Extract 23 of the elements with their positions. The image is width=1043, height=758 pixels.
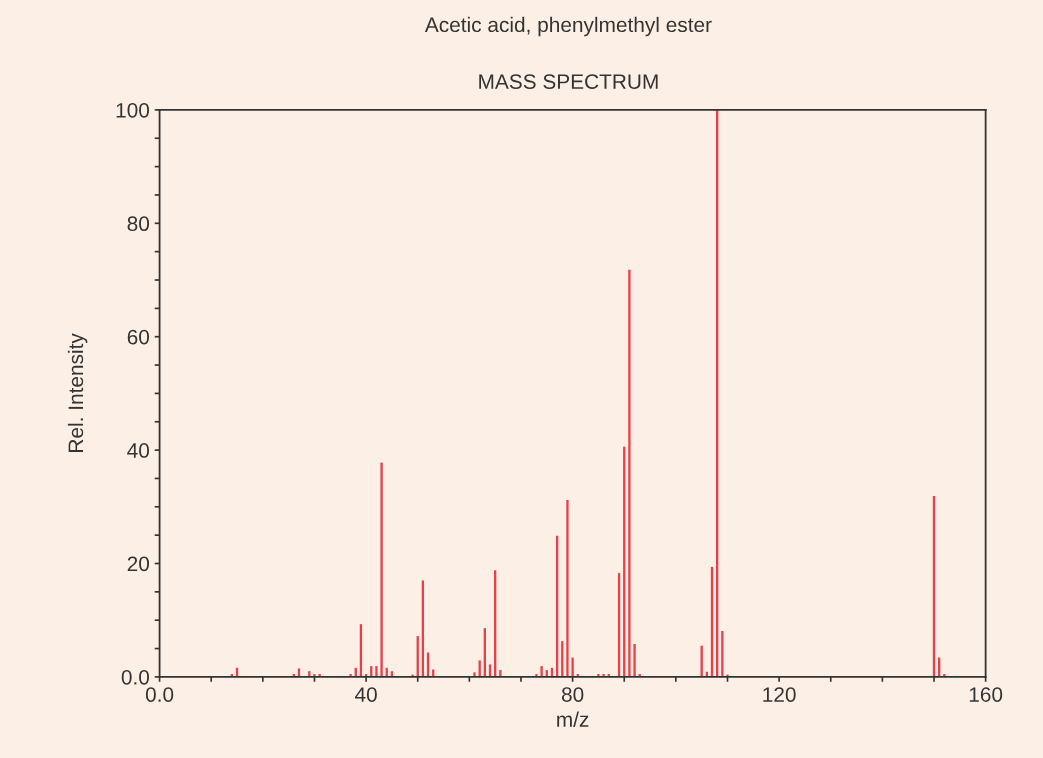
bar	[473, 672, 476, 677]
bar	[571, 657, 574, 677]
x-tick-label: 80	[561, 687, 584, 702]
y-axis-title: Rel. Intensity	[67, 333, 88, 452]
chart-title: Acetic acid, phenylmethyl ester	[424, 16, 712, 37]
x-tick-label: 120	[763, 687, 796, 702]
bar	[628, 269, 631, 677]
bar	[540, 666, 543, 677]
y-tick-label: 60	[127, 329, 150, 345]
y-tick-label: 80	[127, 216, 150, 232]
y-tick-label: 100	[116, 102, 150, 118]
x-tick-label: 40	[354, 687, 377, 702]
x-axis-title: m/z	[557, 711, 589, 727]
y-tick-label: 40	[127, 443, 150, 458]
chart-subtitle: MASS SPECTRUM	[479, 74, 658, 89]
y-tick-label: 20	[127, 556, 150, 572]
bar	[375, 666, 378, 677]
bar	[633, 644, 636, 677]
x-tick-label: 0.0	[145, 687, 174, 702]
x-tick-label: 160	[969, 687, 1003, 702]
bar	[380, 462, 383, 677]
bar	[566, 499, 569, 677]
y-tick-label: 0.0	[121, 669, 150, 685]
